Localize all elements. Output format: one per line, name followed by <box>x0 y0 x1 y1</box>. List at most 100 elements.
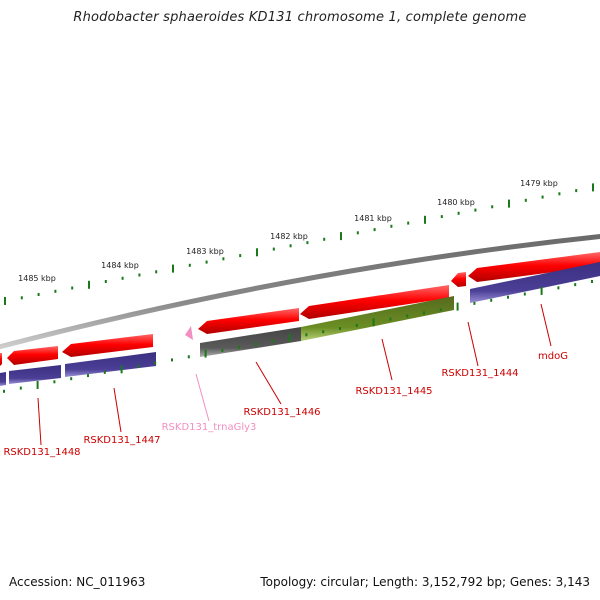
scale-minor-tick <box>457 211 460 215</box>
cds-arrow[interactable] <box>300 285 449 319</box>
scale-label: 1485 kbp <box>18 274 56 283</box>
scale-label: 1483 kbp <box>186 247 224 256</box>
scale-minor-tick <box>390 224 393 228</box>
scale-minor-tick <box>239 254 242 258</box>
gene-label[interactable]: mdoG <box>538 351 568 362</box>
scale-minor-tick <box>323 237 326 241</box>
lower-major-tick <box>372 318 375 327</box>
lower-minor-tick <box>53 380 56 384</box>
lower-minor-tick <box>271 339 274 343</box>
scale-label: 1481 kbp <box>354 214 392 223</box>
lower-minor-tick <box>439 308 442 312</box>
lower-minor-tick <box>154 361 157 365</box>
lower-minor-tick <box>103 370 106 374</box>
scale-minor-tick <box>306 241 309 245</box>
cds-arrow[interactable] <box>468 252 600 282</box>
lower-minor-tick <box>3 389 5 393</box>
lower-minor-tick <box>19 386 22 390</box>
protein-segment[interactable] <box>470 262 600 303</box>
scale-minor-tick <box>71 286 74 290</box>
lower-minor-tick <box>305 333 308 337</box>
chromosome-backbone <box>0 234 600 350</box>
scale-minor-tick <box>20 296 23 300</box>
scale-major-tick <box>340 232 342 241</box>
lower-major-tick <box>36 381 39 389</box>
cds-arrow[interactable] <box>62 334 153 357</box>
scale-labels: 1485 kbp 1484 kbp 1483 kbp 1482 kbp 1481 kbp… <box>18 179 558 283</box>
scale-major-tick <box>256 248 258 257</box>
gene-leader-line <box>467 321 479 367</box>
cds-arrow[interactable] <box>7 346 58 365</box>
gene-labels: RSKD131_1448RSKD131_1447RSKD131_trnaGly3… <box>3 303 568 458</box>
gene-label[interactable]: RSKD131_1444 <box>441 368 518 379</box>
lower-minor-tick <box>70 377 73 381</box>
scale-minor-tick <box>407 221 410 225</box>
scale-label: 1479 kbp <box>520 179 558 188</box>
trna-marker[interactable] <box>185 326 193 340</box>
gene-label[interactable]: RSKD131_1446 <box>243 407 320 418</box>
gene-leader-line <box>540 303 552 347</box>
scale-minor-tick <box>205 260 208 264</box>
scale-minor-tick <box>541 195 544 199</box>
lower-minor-tick <box>490 298 493 302</box>
lower-minor-tick <box>574 283 577 287</box>
scale-major-tick <box>424 215 426 224</box>
protein-segment[interactable] <box>9 365 61 384</box>
pseudo-segment[interactable] <box>200 327 301 357</box>
lower-minor-tick <box>187 355 190 359</box>
topology-label: Topology: circular; Length: 3,152,792 bp… <box>260 575 590 589</box>
lower-minor-tick <box>355 323 358 327</box>
scale-major-tick <box>88 280 90 289</box>
lower-minor-tick <box>507 295 509 299</box>
gene-leader-line <box>37 397 42 446</box>
gene-label[interactable]: RSKD131_trnaGly3 <box>162 422 257 433</box>
cds-arrow[interactable] <box>451 272 466 287</box>
scale-minor-tick <box>121 276 124 280</box>
gene-leader-line <box>255 361 282 405</box>
protein-segment[interactable] <box>0 372 6 386</box>
gene-leader-line <box>113 387 122 433</box>
cds-arrow[interactable] <box>198 308 299 334</box>
lower-minor-tick <box>389 317 392 321</box>
lower-minor-tick <box>339 327 341 330</box>
scale-minor-tick <box>272 247 275 251</box>
lower-minor-tick <box>87 374 89 378</box>
scale-minor-tick <box>138 273 141 277</box>
scale-minor-tick <box>289 244 292 248</box>
gene-leader-line <box>195 373 210 422</box>
lower-minor-tick <box>473 301 476 305</box>
cds-arrow[interactable] <box>0 353 2 366</box>
lower-minor-tick <box>591 280 593 283</box>
lower-major-tick <box>204 349 207 358</box>
lower-ticks <box>3 280 593 393</box>
scale-minor-tick <box>575 189 578 193</box>
gene-label[interactable]: RSKD131_1448 <box>3 447 80 458</box>
scale-minor-tick <box>373 228 376 232</box>
scale-minor-tick <box>558 192 561 196</box>
gene-leader-line <box>381 338 393 381</box>
scale-ticks <box>4 183 594 305</box>
gene-label[interactable]: RSKD131_1445 <box>355 386 432 397</box>
protein-segment[interactable] <box>65 352 156 377</box>
scale-minor-tick <box>222 257 225 261</box>
scale-label: 1482 kbp <box>270 232 308 241</box>
accession-label: Accession: NC_011963 <box>9 575 146 589</box>
scale-minor-tick <box>104 280 107 283</box>
gene-label[interactable]: RSKD131_1447 <box>83 435 160 446</box>
scale-minor-tick <box>491 205 494 209</box>
scale-minor-tick <box>440 215 443 219</box>
lower-minor-tick <box>423 311 425 315</box>
scale-label: 1484 kbp <box>101 261 139 270</box>
scale-major-tick <box>172 264 174 273</box>
scale-minor-tick <box>155 270 158 274</box>
lower-minor-tick <box>171 358 173 362</box>
lower-major-tick <box>456 302 459 311</box>
map-title: Rhodobacter sphaeroides KD131 chromosome… <box>73 10 527 25</box>
scale-label: 1480 kbp <box>437 198 475 207</box>
scale-major-tick <box>508 199 510 208</box>
lower-major-tick <box>120 365 123 374</box>
scale-major-tick <box>592 183 594 192</box>
scale-minor-tick <box>356 231 359 235</box>
